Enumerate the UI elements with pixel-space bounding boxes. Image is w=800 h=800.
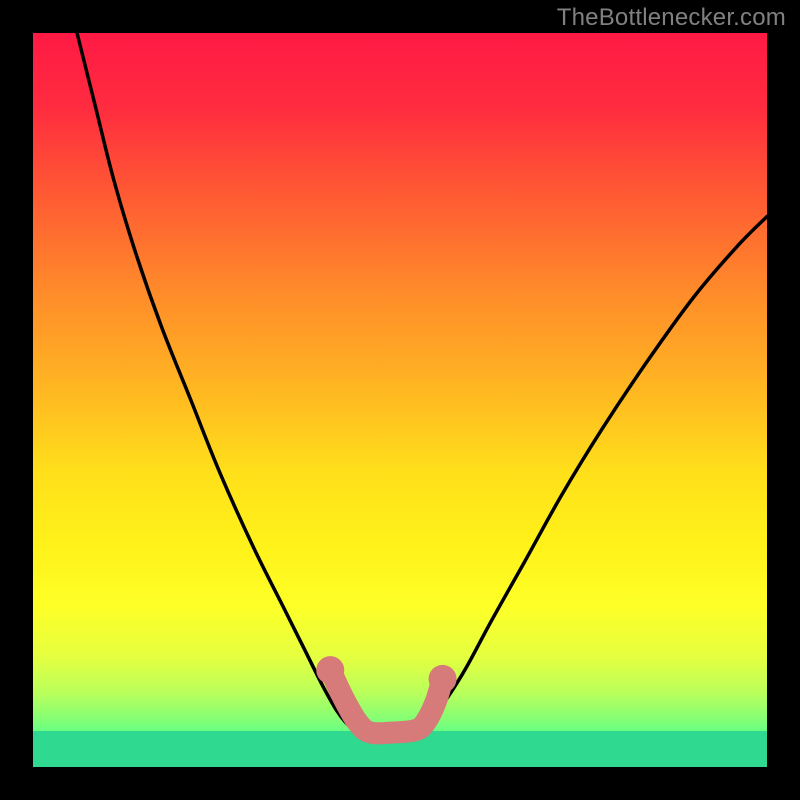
gradient-background xyxy=(33,33,767,767)
watermark-text: TheBottlenecker.com xyxy=(557,4,786,32)
plot-area xyxy=(33,33,767,767)
cusp-endpoint-dot xyxy=(429,665,457,693)
cusp-endpoint-dot xyxy=(316,656,344,684)
